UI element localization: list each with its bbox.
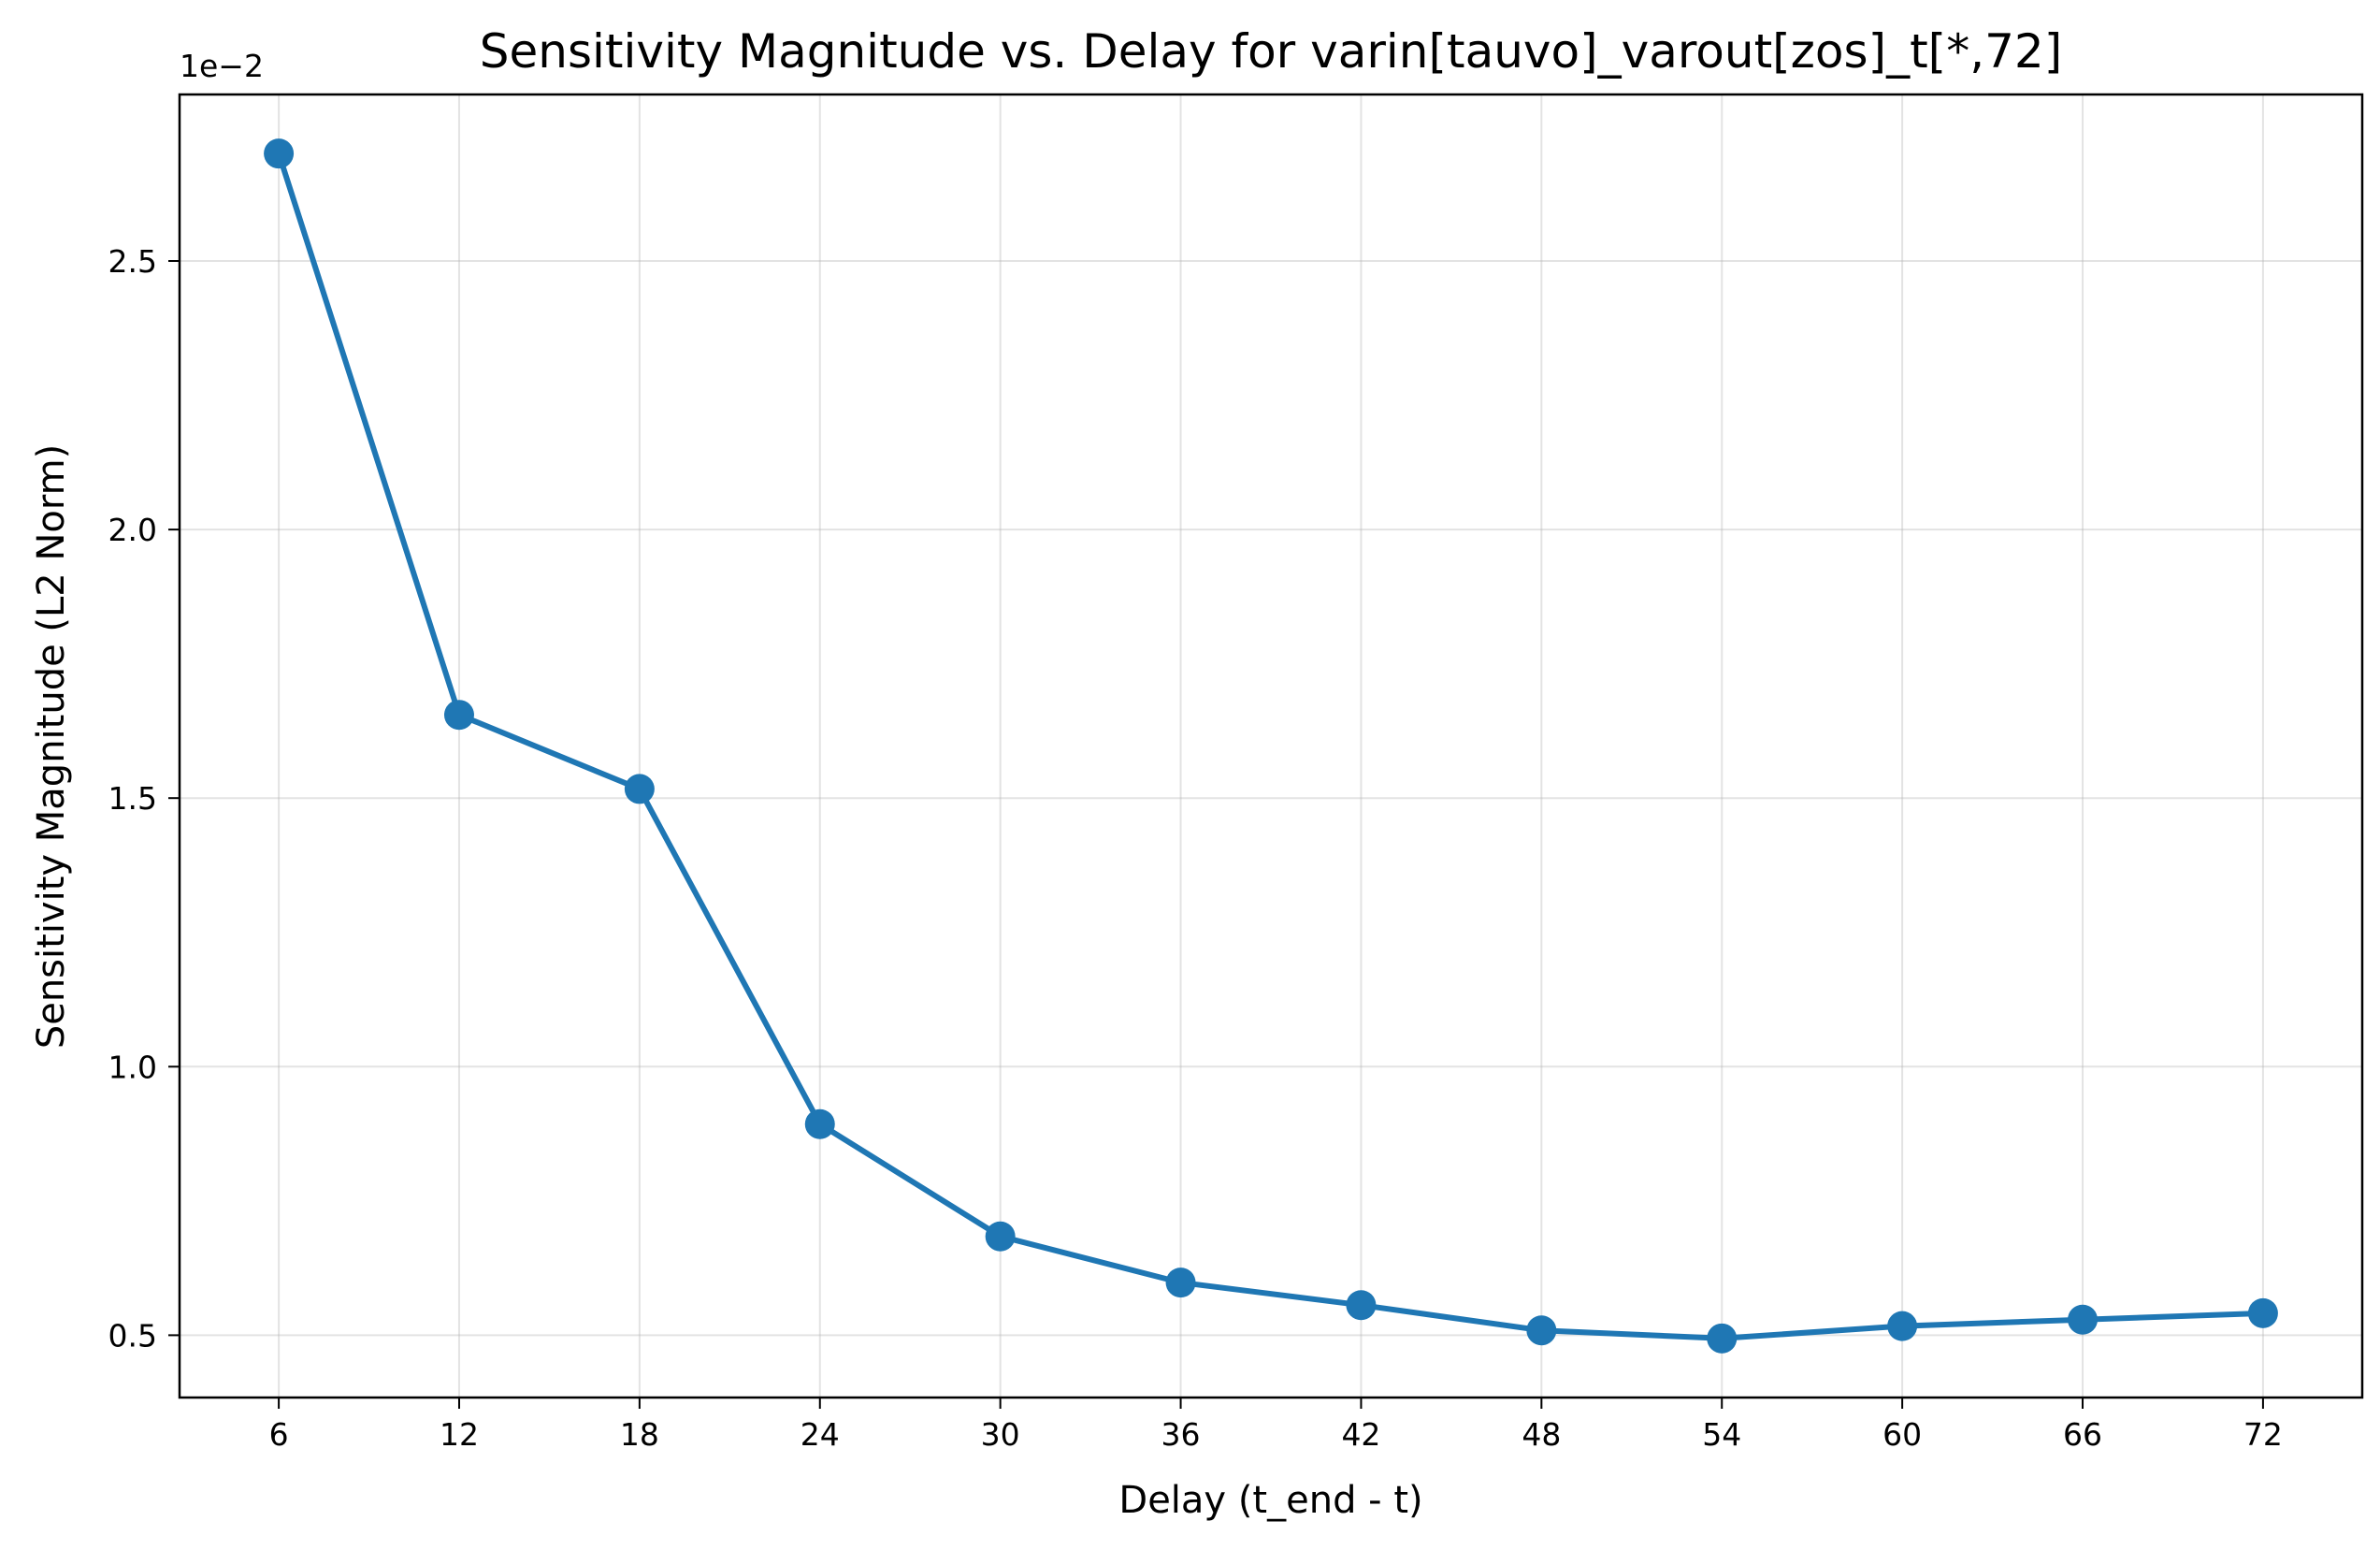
data-point xyxy=(2247,1297,2278,1328)
data-point xyxy=(1887,1311,1918,1341)
x-tick-labels: 6 12 18 24 30 36 42 48 54 60 66 72 xyxy=(269,1416,2283,1453)
plot-frame xyxy=(178,93,2364,1399)
series-layer xyxy=(264,138,2278,1354)
data-point xyxy=(1707,1323,1738,1354)
y-tick-label: 2.0 xyxy=(108,512,157,548)
x-tick-label: 24 xyxy=(801,1416,840,1453)
x-tick-label: 54 xyxy=(1702,1416,1741,1453)
y-tick-labels: 0.5 1.0 1.5 2.0 2.5 xyxy=(108,243,157,1354)
data-point xyxy=(264,138,295,169)
x-tick-label: 18 xyxy=(620,1416,659,1453)
data-point xyxy=(985,1221,1016,1252)
x-tick-label: 36 xyxy=(1161,1416,1201,1453)
y-axis-label: Sensitivity Magnitude (L2 Norm) xyxy=(30,444,73,1049)
data-point xyxy=(1346,1290,1377,1321)
y-tick-label: 1.5 xyxy=(108,780,157,817)
y-tick-label: 1.0 xyxy=(108,1049,157,1085)
data-point xyxy=(2068,1304,2099,1335)
series-line xyxy=(276,151,2266,1341)
data-point xyxy=(1165,1268,1196,1298)
x-tick-label: 6 xyxy=(269,1416,289,1453)
x-tick-label: 30 xyxy=(981,1416,1020,1453)
x-tick-label: 72 xyxy=(2243,1416,2283,1453)
chart-title: Sensitivity Magnitude vs. Delay for vari… xyxy=(480,24,2062,79)
data-point xyxy=(624,774,655,804)
x-axis-label: Delay (t_end - t) xyxy=(1118,1479,1422,1522)
x-tick-label: 48 xyxy=(1522,1416,1561,1453)
x-tick-label: 12 xyxy=(440,1416,479,1453)
x-tick-label: 60 xyxy=(1882,1416,1922,1453)
x-tick-label: 66 xyxy=(2063,1416,2102,1453)
y-tick-label: 2.5 xyxy=(108,243,157,280)
grid xyxy=(180,94,2362,1398)
y-tick-label: 0.5 xyxy=(108,1317,157,1354)
data-point xyxy=(443,700,474,731)
data-point xyxy=(804,1108,835,1139)
data-point xyxy=(1526,1315,1557,1346)
ticks xyxy=(168,260,2264,1409)
x-tick-label: 42 xyxy=(1341,1416,1380,1453)
y-offset-label: 1e−2 xyxy=(180,48,264,84)
